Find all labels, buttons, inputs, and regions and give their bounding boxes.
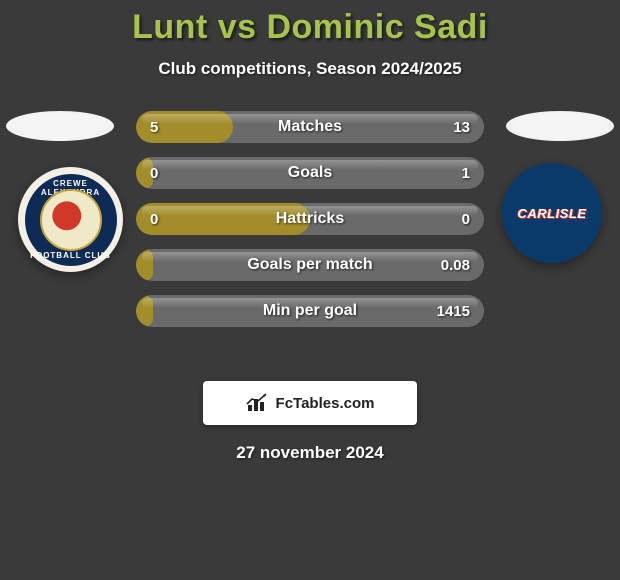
- player-halo-left: [6, 111, 114, 141]
- stat-bar: Min per goal1415: [136, 295, 484, 327]
- stat-value-right: 0: [462, 203, 470, 235]
- stat-label: Goals per match: [136, 249, 484, 281]
- stat-label: Hattricks: [136, 203, 484, 235]
- stat-bar: 0Hattricks0: [136, 203, 484, 235]
- brand-badge: FcTables.com: [203, 381, 417, 425]
- crewe-badge-text-bottom: FOOTBALL CLUB: [25, 251, 117, 260]
- stat-label: Goals: [136, 157, 484, 189]
- club-badge-left: CREWE ALEXANDRA FOOTBALL CLUB: [18, 167, 123, 272]
- page-title: Lunt vs Dominic Sadi: [0, 0, 620, 47]
- crewe-badge-outer: CREWE ALEXANDRA FOOTBALL CLUB: [25, 174, 117, 266]
- stat-bar: 5Matches13: [136, 111, 484, 143]
- brand-text: FcTables.com: [276, 395, 375, 412]
- crewe-lion-icon: [50, 199, 92, 241]
- crewe-badge-inner: [40, 189, 102, 251]
- stat-value-right: 1: [462, 157, 470, 189]
- stat-bars: 5Matches130Goals10Hattricks0Goals per ma…: [136, 111, 484, 327]
- stat-bar: Goals per match0.08: [136, 249, 484, 281]
- stat-bar: 0Goals1: [136, 157, 484, 189]
- stat-value-right: 1415: [437, 295, 470, 327]
- player-halo-right: [506, 111, 614, 141]
- comparison-stage: CREWE ALEXANDRA FOOTBALL CLUB CARLISLE 5…: [0, 111, 620, 361]
- date-text: 27 november 2024: [0, 443, 620, 463]
- club-badge-right: CARLISLE: [502, 163, 602, 263]
- carlisle-badge-text: CARLISLE: [518, 206, 587, 221]
- stat-value-right: 0.08: [441, 249, 470, 281]
- subtitle: Club competitions, Season 2024/2025: [0, 59, 620, 79]
- stat-label: Min per goal: [136, 295, 484, 327]
- stat-label: Matches: [136, 111, 484, 143]
- stat-value-right: 13: [453, 111, 470, 143]
- bar-chart-icon: [246, 393, 270, 413]
